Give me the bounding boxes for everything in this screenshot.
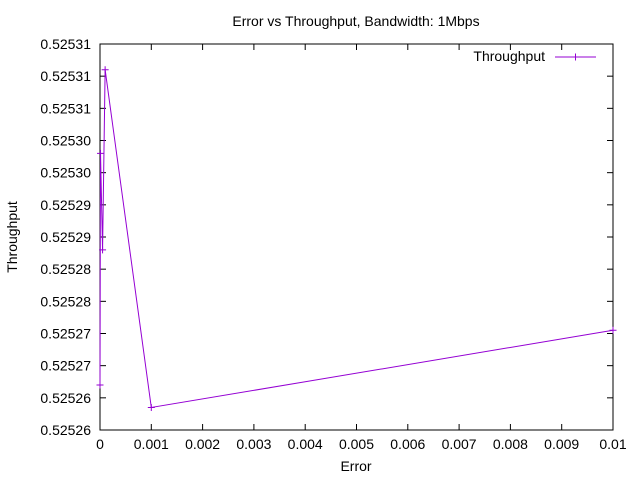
x-axis-label: Error bbox=[340, 458, 371, 474]
x-tick-label-0: 0 bbox=[96, 436, 104, 452]
y-tick-label-7: 0.52529 bbox=[40, 197, 91, 213]
y-tick-label-6: 0.52529 bbox=[40, 229, 91, 245]
x-axis-ticks: 0 0.001 0.002 0.003 0.004 0.005 0.006 0.007 0.00… bbox=[96, 44, 627, 452]
y-tick-label-8: 0.52530 bbox=[40, 165, 91, 181]
data-point-0-0 bbox=[96, 381, 104, 389]
x-tick-label-4: 0.004 bbox=[288, 436, 323, 452]
y-tick-label-5: 0.52528 bbox=[40, 261, 91, 277]
y-tick-label-11: 0.52531 bbox=[40, 68, 91, 84]
x-tick-label-7: 0.007 bbox=[442, 436, 477, 452]
x-tick-label-8: 0.008 bbox=[493, 436, 528, 452]
y-tick-label-0: 0.52526 bbox=[40, 422, 91, 438]
y-axis-ticks: 0.52526 0.52526 0.52527 0.52527 0.52528 0.525… bbox=[40, 36, 613, 438]
data-point-0-2 bbox=[99, 246, 107, 254]
x-tick-label-9: 0.009 bbox=[544, 436, 579, 452]
series-line-0 bbox=[99, 69, 614, 409]
y-axis-label: Throughput bbox=[4, 201, 20, 273]
x-tick-label-10: 0.01 bbox=[599, 436, 626, 452]
y-tick-label-2: 0.52527 bbox=[40, 358, 91, 374]
y-tick-label-12: 0.52531 bbox=[40, 36, 91, 52]
data-point-0-5 bbox=[609, 326, 617, 334]
y-tick-label-1: 0.52526 bbox=[40, 390, 91, 406]
y-tick-label-3: 0.52527 bbox=[40, 326, 91, 342]
series-layer bbox=[96, 66, 617, 411]
x-tick-label-5: 0.005 bbox=[339, 436, 374, 452]
data-point-0-3 bbox=[101, 66, 109, 74]
legend-label-throughput: Throughput bbox=[473, 48, 545, 64]
x-tick-label-6: 0.006 bbox=[390, 436, 425, 452]
x-tick-label-1: 0.001 bbox=[134, 436, 169, 452]
x-tick-label-2: 0.002 bbox=[185, 436, 220, 452]
y-tick-label-9: 0.52530 bbox=[40, 133, 91, 149]
data-point-0-1 bbox=[97, 149, 105, 157]
legend: Throughput bbox=[473, 48, 596, 64]
y-tick-label-10: 0.52531 bbox=[40, 100, 91, 116]
legend-marker-throughput bbox=[572, 53, 579, 61]
plot-frame bbox=[99, 43, 614, 431]
y-tick-label-4: 0.52528 bbox=[40, 293, 91, 309]
chart-title: Error vs Throughput, Bandwidth: 1Mbps bbox=[232, 13, 479, 29]
data-point-0-4 bbox=[147, 403, 155, 411]
x-tick-label-3: 0.003 bbox=[236, 436, 271, 452]
